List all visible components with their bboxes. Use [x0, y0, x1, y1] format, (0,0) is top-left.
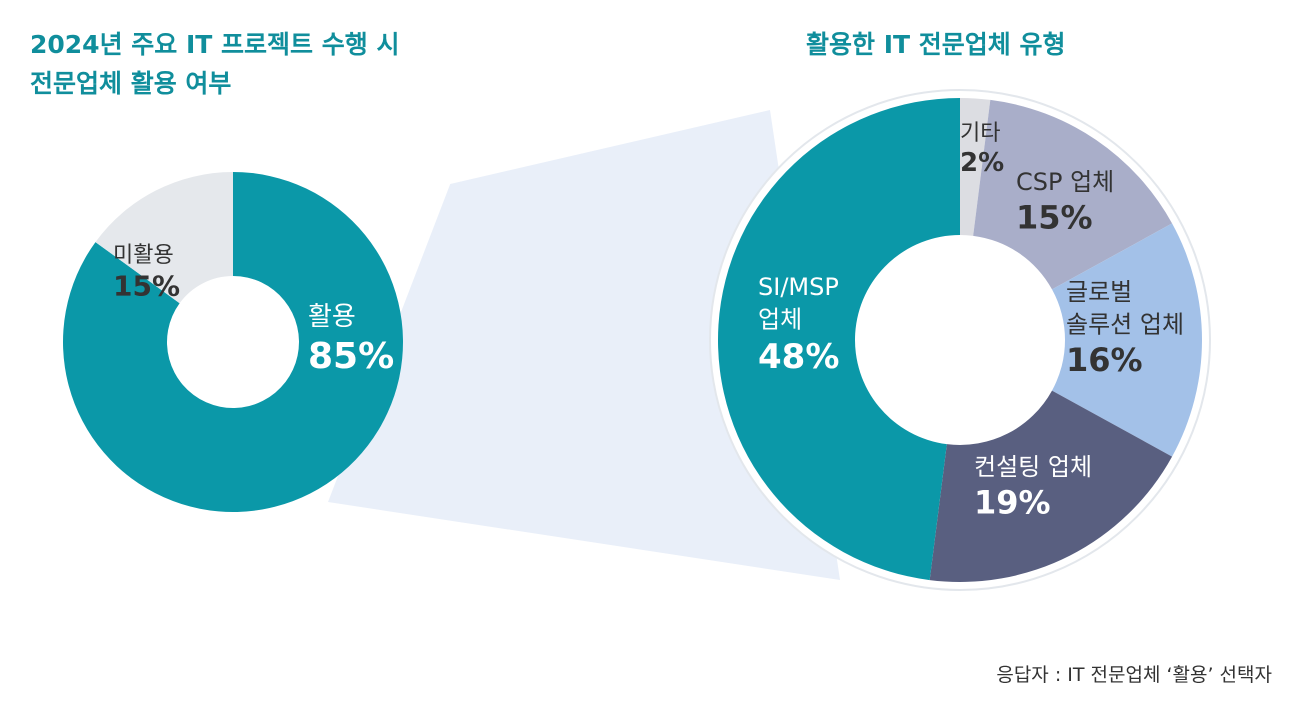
left-title-line-2: 전문업체 활용 여부 [30, 68, 232, 98]
slice-기타 [960, 98, 991, 236]
left-chart-title: 2024년 주요 IT 프로젝트 수행 시 전문업체 활용 여부 [30, 26, 590, 104]
slice-csp-업체 [973, 99, 1173, 290]
slice-value-활용: 85% [308, 336, 394, 377]
slice-미활용 [95, 172, 234, 304]
slice-value-기타: 2% [960, 148, 1004, 178]
slice-글로벌-솔루션-업체 [1052, 223, 1202, 457]
right-chart-title: 활용한 IT 전문업체 유형 [806, 30, 1066, 59]
slice-컨설팅-업체 [929, 390, 1173, 582]
slice-value-글로벌-솔루션-업체: 16% [1066, 341, 1143, 379]
slice-label-csp-업체: CSP 업체 [1016, 168, 1114, 196]
slice-value-si-msp-업체: 48% [758, 337, 839, 377]
slice-label-미활용: 미활용 [113, 243, 174, 268]
slice-label-글로벌-솔루션-업체: 글로벌 솔루션 업체 [1066, 278, 1184, 338]
slice-value-csp-업체: 15% [1016, 198, 1093, 236]
slice-label-활용: 활용 [308, 302, 356, 332]
slice-label-컨설팅-업체: 컨설팅 업체 [974, 453, 1092, 481]
connector-band [328, 110, 840, 580]
slice-value-미활용: 15% [113, 270, 180, 303]
slice-활용 [62, 172, 404, 513]
source-note: 응답자 : IT 전문업체 ‘활용’ 선택자 [996, 664, 1272, 686]
left-title-line-1: 2024년 주요 IT 프로젝트 수행 시 [30, 30, 400, 59]
slice-label-si-msp-업체: SI/MSP 업체 [758, 273, 839, 333]
slice-value-컨설팅-업체: 19% [974, 483, 1051, 521]
slice-label-기타: 기타 [960, 121, 1000, 146]
slice-si-msp-업체 [718, 98, 960, 581]
